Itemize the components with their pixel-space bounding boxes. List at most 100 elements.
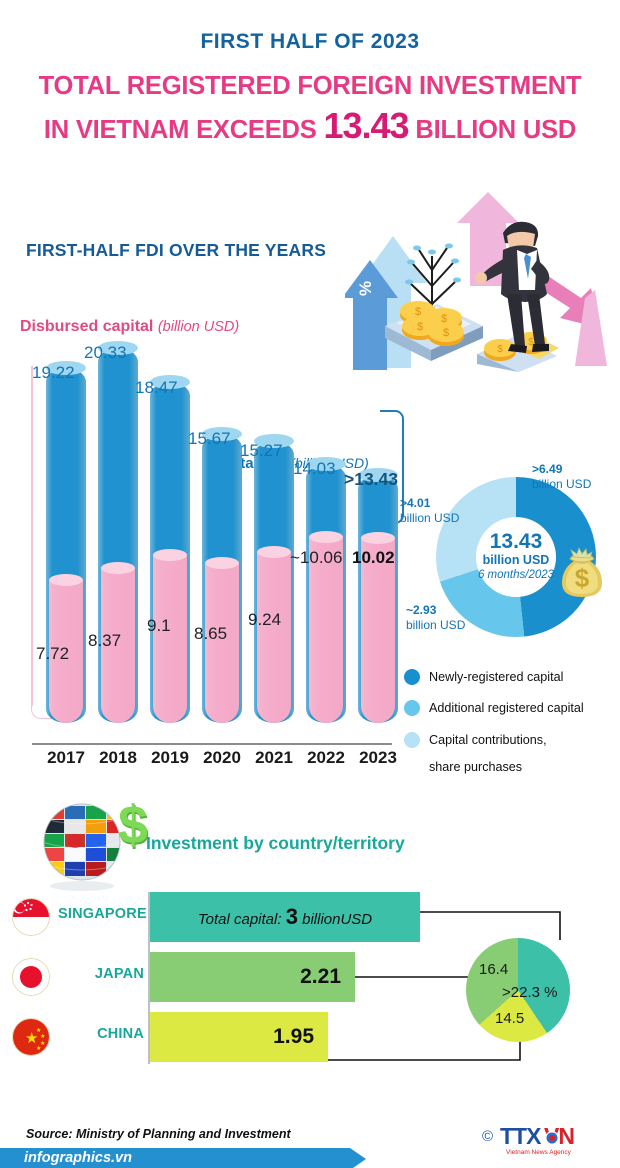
country-axis-line [148, 892, 150, 1064]
site-name: infographics.vn [24, 1150, 132, 1166]
country-value-japan: 2.21 [300, 965, 341, 988]
legend-item-capital-contributions: Capital contributions, share purchases [404, 731, 620, 777]
donut-label-newly-registered: >6.49 billion USD [532, 461, 591, 492]
japan-flag-icon [12, 958, 50, 996]
bar-2022 [306, 328, 346, 723]
svg-text:$: $ [415, 306, 421, 318]
bar-label-total-2017: 19.22 [32, 363, 75, 382]
donut-label-newly-registered-unit: billion USD [532, 477, 592, 492]
legend-swatch-capital-contributions [404, 731, 420, 748]
donut-label-capital-contributions-unit: billion USD [400, 511, 460, 526]
svg-text:★: ★ [36, 1045, 41, 1052]
legend-label-capital-contributions: Capital contributions, share purchases [429, 731, 547, 777]
svg-text:%: % [378, 211, 397, 226]
bar-disbursed-2018 [101, 562, 135, 723]
money-bag-icon: $ [554, 543, 610, 599]
bar-label-disbursed-2017: 7.72 [36, 644, 70, 663]
country-value-china: 1.95 [273, 1025, 314, 1048]
bar-label-total-2021: 15.27 [240, 441, 283, 460]
legend-item-additional-registered: Additional registered capital [404, 699, 620, 717]
svg-text:★: ★ [36, 1027, 41, 1034]
country-share-pie [466, 938, 570, 1042]
svg-text:$: $ [441, 313, 447, 325]
headline-line-2-post: BILLION USD [408, 115, 577, 144]
bar-label-total-2018: 20.33 [84, 343, 127, 362]
x-tick-2022: 2022 [307, 748, 345, 767]
bar-label-disbursed-2018: 8.37 [88, 631, 122, 650]
copyright-icon: © [482, 1128, 494, 1145]
bar-label-disbursed-2019: 9.1 [147, 616, 171, 635]
dollar-sign-icon: $ [118, 795, 149, 855]
country-bar-japan: 2.21 [150, 952, 355, 1002]
headline-line-1: TOTAL REGISTERED FOREIGN INVESTMENT [38, 72, 582, 100]
country-caption-singapore-pre: Total capital: [197, 911, 286, 928]
bar-label-total-2019: 18.47 [135, 378, 178, 397]
svg-text:$: $ [443, 327, 449, 339]
donut-label-capital-contributions-value: >4.01 [400, 496, 431, 510]
investment-by-country-title: Investment by country/territory [146, 833, 405, 853]
headline-line-2-pre: IN VIETNAM EXCEEDS [43, 115, 324, 144]
legend-label-capital-contributions-line2: share purchases [429, 759, 523, 774]
svg-text:$: $ [575, 563, 590, 593]
bar-label-disbursed-2022: ~10.06 [290, 548, 343, 567]
legend-label-capital-contributions-line1: Capital contributions, [429, 732, 547, 747]
country-row-japan: JAPAN 2.21 [0, 952, 620, 1002]
headline-amount: 13.43 [323, 104, 409, 146]
donut-center-period: 6 months/2023 [477, 569, 555, 582]
bar-2019 [150, 328, 190, 723]
legend-item-newly-registered: Newly-registered capital [404, 668, 620, 686]
fdi-bar-chart: Disbursed capital (billion USD) Total FD… [18, 318, 404, 767]
country-bar-chart: SINGAPORE Total capital: 3 billionUSD JA… [0, 888, 620, 1068]
x-axis-line [32, 743, 392, 745]
bar-2020 [202, 328, 242, 723]
bar-disbursed-2017 [49, 574, 83, 723]
donut-label-capital-contributions: >4.01 billion USD [400, 495, 459, 526]
country-bar-china: 1.95 [150, 1012, 328, 1062]
donut-legend: Newly-registered capital Additional regi… [404, 668, 620, 789]
country-bar-singapore: Total capital: 3 billionUSD [150, 892, 420, 942]
country-caption-singapore-post: billionUSD [297, 911, 373, 928]
site-banner: infographics.vn [0, 1148, 366, 1168]
x-tick-2020: 2020 [203, 748, 241, 767]
globe-flags-icon [38, 800, 134, 892]
bar-label-disbursed-2021: 9.24 [248, 610, 282, 629]
singapore-flag-icon [12, 898, 50, 936]
svg-text:$: $ [417, 321, 423, 333]
fdi-composition-donut: 13.43 billion USD 6 months/2023 >6.49 bi… [400, 455, 620, 660]
headline-line-2: IN VIETNAM EXCEEDS 13.43 BILLION USD [0, 103, 620, 149]
page-title: TOTAL REGISTERED FOREIGN INVESTMENT IN V… [0, 70, 620, 149]
bar-disbursed-2019 [153, 549, 187, 723]
country-name-japan: JAPAN [94, 966, 144, 982]
svg-text:$: $ [528, 337, 534, 348]
bar-disbursed-2020 [205, 557, 239, 723]
bar-2021 [254, 328, 294, 723]
pie-label-japan: 16.4 [479, 961, 509, 978]
svg-text:★: ★ [40, 1040, 45, 1047]
country-caption-singapore: Total capital: 3 billionUSD [198, 904, 372, 930]
x-tick-2023: 2023 [359, 748, 397, 767]
pie-label-singapore: >22.3 % [502, 984, 558, 1001]
bar-disbursed-2022 [309, 531, 343, 723]
pie-label-china: 14.5 [495, 1010, 525, 1027]
x-tick-2019: 2019 [151, 748, 189, 767]
bar-label-disbursed-2020: 8.65 [194, 624, 228, 643]
disbursed-capital-unit: (billion USD) [157, 319, 240, 335]
donut-label-additional-registered: ~2.93 billion USD [406, 602, 465, 633]
legend-label-additional-registered: Additional registered capital [429, 701, 584, 716]
page-kicker: FIRST HALF OF 2023 [200, 30, 420, 53]
country-caption-singapore-value: 3 [285, 904, 298, 929]
donut-center-unit: billion USD [482, 553, 550, 568]
svg-text:Vietnam News Agency: Vietnam News Agency [506, 1149, 572, 1156]
country-row-singapore: SINGAPORE Total capital: 3 billionUSD [0, 892, 620, 942]
bar-disbursed-2021 [257, 546, 291, 723]
svg-text:%: % [356, 281, 375, 296]
investment-illustration: % % [342, 178, 615, 373]
svg-text:TTX: TTX [500, 1124, 542, 1149]
legend-swatch-additional-registered [404, 700, 420, 717]
bar-label-disbursed-2023: 10.02 [352, 548, 395, 567]
bar-plot-area: 19.22 7.72 2017 20.33 8.37 2018 18.47 9.… [22, 341, 404, 767]
legend-swatch-newly-registered [404, 669, 420, 685]
x-tick-2018: 2018 [99, 748, 137, 767]
disbursed-capital-text: Disbursed capital [20, 318, 154, 335]
